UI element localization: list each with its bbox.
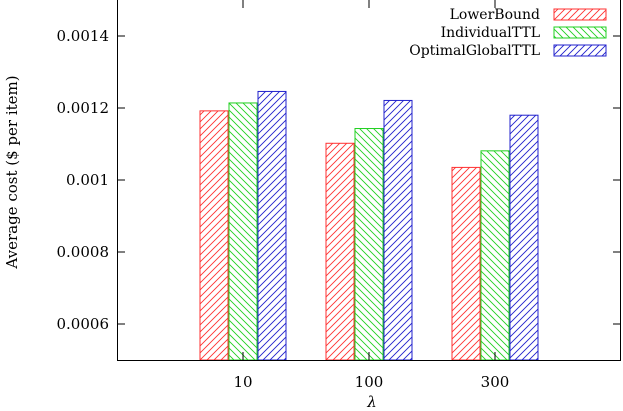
y-tick-label: 0.0006 [57,315,110,333]
legend-swatch-LowerBound [553,8,607,21]
bar-LowerBound-10 [199,110,229,361]
legend-label-OptimalGlobalTTL: OptimalGlobalTTL [409,43,540,59]
legend: LowerBound IndividualTTL OptimalGlobalTTL [409,7,607,59]
y-axis-label: Average cost ($ per item) [3,75,21,269]
bar-IndividualTTL-10 [228,102,258,361]
y-axis: 0.0006 0.0008 0.001 0.0012 0.0014 [57,27,621,333]
bar-OptimalGlobalTTL-10 [257,90,287,361]
legend-label-IndividualTTL: IndividualTTL [441,25,540,41]
x-tick-label: 300 [481,373,510,391]
legend-swatch-IndividualTTL [553,26,607,39]
y-tick-label: 0.0008 [57,243,110,261]
bar-LowerBound-100 [325,142,355,361]
x-tick-label: 10 [233,373,252,391]
bars-group [199,90,539,361]
x-axis: 10 100 300 [233,0,509,391]
legend-label-LowerBound: LowerBound [450,7,540,23]
bar-OptimalGlobalTTL-100 [383,99,413,361]
y-tick-label: 0.0014 [57,27,110,45]
y-tick-label: 0.001 [66,171,109,189]
y-tick-label: 0.0012 [57,99,110,117]
bar-OptimalGlobalTTL-300 [509,114,539,361]
legend-swatch-OptimalGlobalTTL [553,44,607,57]
x-axis-label: λ [366,393,377,411]
bar-LowerBound-300 [451,166,481,361]
bar-IndividualTTL-100 [354,128,384,361]
bar-IndividualTTL-300 [480,150,510,361]
x-tick-label: 100 [355,373,384,391]
